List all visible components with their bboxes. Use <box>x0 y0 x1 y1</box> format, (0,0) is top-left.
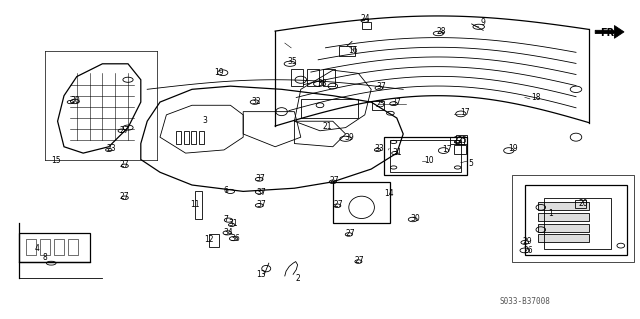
Bar <box>199 131 204 144</box>
Text: 21: 21 <box>323 122 332 131</box>
Text: 12: 12 <box>205 235 214 244</box>
Bar <box>209 234 219 247</box>
Bar <box>538 234 589 242</box>
Text: 31: 31 <box>228 219 239 228</box>
Text: 9: 9 <box>481 19 486 27</box>
Text: 38: 38 <box>317 79 327 88</box>
Text: 3: 3 <box>202 116 207 125</box>
Text: FR.: FR. <box>600 28 618 39</box>
Bar <box>191 131 196 144</box>
Text: 27: 27 <box>333 200 344 209</box>
Text: 32: 32 <box>251 97 261 106</box>
Bar <box>538 224 589 232</box>
Text: 2: 2 <box>295 274 300 283</box>
Text: 22: 22 <box>454 137 463 145</box>
Text: 27: 27 <box>120 160 130 169</box>
Text: 19: 19 <box>508 145 518 153</box>
Bar <box>390 140 461 172</box>
Bar <box>512 175 634 262</box>
Bar <box>544 198 611 249</box>
Text: 27: 27 <box>119 126 129 135</box>
Text: 17: 17 <box>460 108 470 117</box>
Text: 37: 37 <box>391 98 401 107</box>
Text: 14: 14 <box>384 189 394 198</box>
Text: 11: 11 <box>191 200 200 209</box>
Text: 34: 34 <box>223 228 234 237</box>
Text: 25: 25 <box>376 100 386 109</box>
Text: 30: 30 <box>70 96 80 105</box>
Text: 27: 27 <box>120 192 130 201</box>
Text: 5: 5 <box>468 159 473 168</box>
Text: 6: 6 <box>223 186 228 195</box>
Bar <box>538 202 589 210</box>
Text: 24: 24 <box>360 14 371 23</box>
Text: 28: 28 <box>436 27 445 36</box>
Text: 18: 18 <box>532 93 541 102</box>
Bar <box>307 69 319 86</box>
Text: 19: 19 <box>214 68 224 77</box>
Text: 27: 27 <box>329 176 339 185</box>
Text: 27: 27 <box>355 256 365 265</box>
Text: 27: 27 <box>345 229 355 238</box>
Text: 39: 39 <box>344 133 354 142</box>
Text: 36: 36 <box>230 234 241 243</box>
Bar <box>323 69 335 86</box>
Text: 35: 35 <box>287 57 298 66</box>
Text: 16: 16 <box>348 46 358 55</box>
Bar <box>40 239 50 255</box>
Text: S033-B37008: S033-B37008 <box>499 297 550 306</box>
Bar <box>68 239 78 255</box>
Bar <box>291 69 303 86</box>
Text: 13: 13 <box>256 271 266 279</box>
Text: 37: 37 <box>257 200 267 209</box>
Text: 23: 23 <box>106 145 116 153</box>
Bar <box>176 131 181 144</box>
Text: 33: 33 <box>374 145 385 153</box>
Text: 26: 26 <box>524 246 534 255</box>
Text: 1: 1 <box>548 209 553 218</box>
Polygon shape <box>595 26 624 38</box>
Bar <box>372 101 384 110</box>
Bar <box>454 145 466 154</box>
Bar <box>575 200 586 208</box>
Text: 29: 29 <box>522 237 532 246</box>
Text: 37: 37 <box>257 188 267 197</box>
Bar <box>456 135 467 144</box>
Bar <box>333 182 390 223</box>
Text: 10: 10 <box>424 156 434 165</box>
Text: 37: 37 <box>376 82 386 91</box>
Text: 17: 17 <box>442 145 452 154</box>
Text: 8: 8 <box>42 253 47 262</box>
Bar <box>54 239 64 255</box>
Bar <box>450 137 464 144</box>
Text: 4: 4 <box>35 244 40 253</box>
Bar <box>538 213 589 221</box>
Text: 7: 7 <box>223 215 228 224</box>
Text: 37: 37 <box>255 174 266 183</box>
Text: 20: 20 <box>578 199 588 208</box>
Bar <box>339 46 355 56</box>
Text: 30: 30 <box>410 214 420 223</box>
Text: 15: 15 <box>51 156 61 165</box>
Bar <box>362 22 371 29</box>
Bar <box>195 191 202 219</box>
Bar <box>301 99 358 118</box>
Text: 31: 31 <box>392 148 402 157</box>
Bar <box>184 131 189 144</box>
Text: 25: 25 <box>458 137 468 145</box>
Bar <box>26 239 36 255</box>
